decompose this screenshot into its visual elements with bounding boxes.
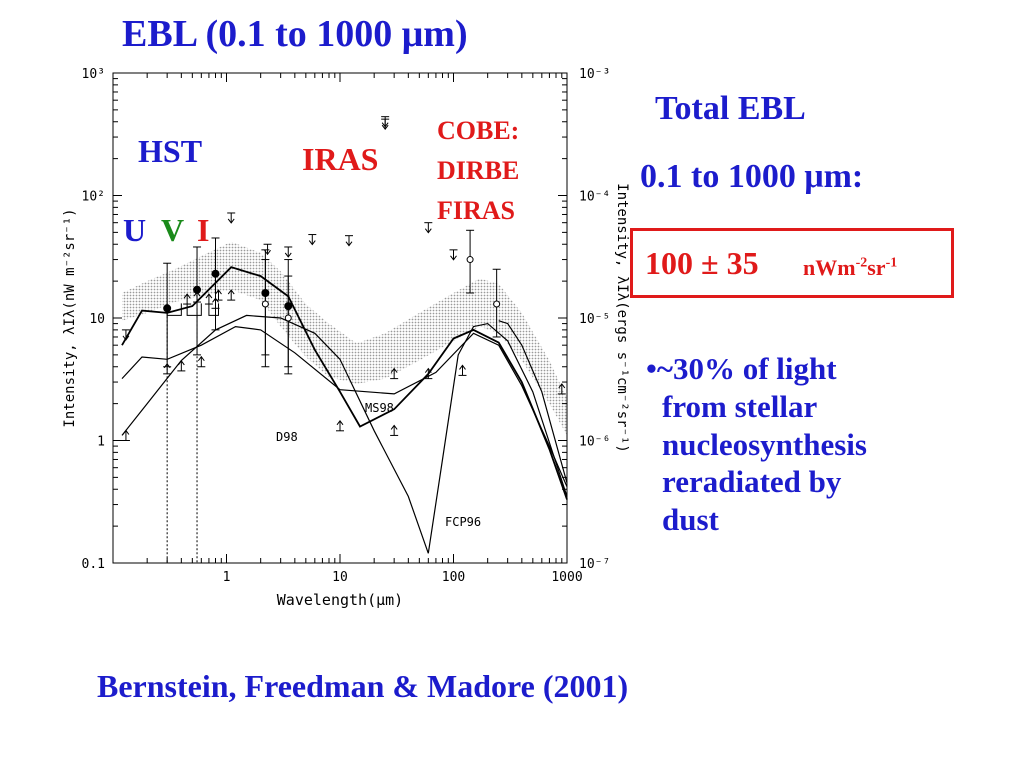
lower-limit-arrow [193,291,202,303]
i-band-label: I [197,212,209,248]
data-point [466,256,474,264]
lower-limit-arrow [424,367,433,380]
lower-limit-arrow [121,429,130,441]
citation: Bernstein, Freedman & Madore (2001) [97,668,629,704]
x-tick-label: 1000 [551,570,582,585]
uncertainty-band-area [122,241,567,436]
data-point [163,304,172,313]
upper-limit-arrow [424,222,433,234]
total-ebl-units: nWm-2sr-1 [803,255,898,280]
upper-limit-arrow [449,249,458,261]
y-tick-label-left: 1 [97,435,105,450]
model-label-fcp96: FCP96 [445,515,481,529]
upper-limit-arrow [263,243,272,256]
data-point [261,300,269,308]
slide-title: EBL (0.1 to 1000 μm) [122,13,468,55]
model-label-ms98: MS98 [365,401,394,415]
upper-limit-arrow [227,212,236,224]
total-ebl-heading: Total EBL [655,90,806,127]
upper-limit-arrow [284,246,293,258]
uncertainty-band [122,241,567,436]
bullet-line: nucleosynthesis [662,426,867,462]
hst-label: HST [138,133,202,169]
hst-bracket [186,303,202,316]
u-band-label: U [123,212,146,248]
x-tick-label: 100 [442,570,465,585]
axes: 1 10 100 1000 0.1 1 10 10² 10³ 10⁻⁷ 10⁻⁶ 10⁻⁵ 10⁻⁴ 10… [62,67,630,609]
lower-limit-arrow [390,424,399,436]
upper-limit-arrow [344,235,353,247]
lower-limit-arrow [214,289,223,301]
model-curves [121,266,568,554]
y-tick-label-right: 10⁻⁷ [579,557,610,572]
y-axis-label-right: Intensity, λIλ(ergs s⁻¹cm⁻²sr⁻¹) [614,183,630,453]
bullet-line: reradiated by [662,464,842,500]
lower-limit-arrow [336,419,344,432]
y-tick-label-left: 10² [82,190,105,205]
lower-limit-arrow [204,293,213,305]
series-line-ms98 [121,325,568,487]
y-axis-label-left: Intensity, λIλ(nW m⁻²sr⁻¹) [62,208,78,427]
lower-limit-arrow [197,355,206,368]
y-tick-label-right: 10⁻⁵ [579,312,610,327]
cobe-label-line: COBE: [437,116,519,145]
hst-bracket [208,303,219,316]
x-tick-label: 1 [223,570,231,585]
series-line-d98 [121,266,568,500]
v-band-label: V [161,212,184,248]
annotations: MS98 D98 FCP96 HST IRAS COBE: DIRBE FIRAS U V I [123,116,519,529]
bullet-line: dust [662,502,719,538]
upper-limit-arrow [308,234,317,246]
data-marks [121,116,566,563]
data-point [284,314,292,322]
x-axis-label: Wavelength(μm) [277,591,403,609]
y-tick-label-right: 10⁻³ [579,67,610,82]
upper-limit-arrow [121,329,130,341]
lower-limit-arrow [390,367,399,380]
lower-limit-arrow [458,364,467,376]
total-ebl-value: 100 ± 35 [645,245,759,281]
total-ebl-value-box: 100 ± 35 nWm-2sr-1 [630,228,954,298]
iras-label: IRAS [302,141,378,177]
upper-limit-arrow [381,116,390,128]
lower-limit-arrow [183,293,192,305]
y-tick-label-left: 0.1 [82,557,105,572]
data-point [493,300,501,308]
y-tick-label-right: 10⁻⁴ [579,190,610,205]
cobe-label-line: FIRAS [437,196,515,225]
series-line-model-3 [498,320,568,484]
model-label-d98: D98 [276,430,298,444]
lower-limit-arrow [227,289,236,301]
y-tick-label-right: 10⁻⁶ [579,435,610,450]
cobe-label-line: DIRBE [437,156,519,185]
lower-limit-arrow [163,363,172,375]
x-tick-label: 10 [332,570,348,585]
bullet-line: from stellar [662,388,818,424]
series-line-fcp96 [121,314,568,554]
data-point [211,269,220,278]
lower-limit-arrow [177,360,186,372]
bullet-note: •~30% of light from stellar nucleosynthe… [646,350,946,539]
y-tick-label-left: 10 [89,312,105,327]
ebl-chart: 1 10 100 1000 0.1 1 10 10² 10³ 10⁻⁷ 10⁻⁶ 10⁻⁵ 10⁻⁴ 10… [62,67,630,609]
bullet-line: •~30% of light [646,351,837,386]
wavelength-range: 0.1 to 1000 μm: [640,158,864,195]
y-tick-label-left: 10³ [82,67,105,82]
lower-limit-arrow [557,383,566,395]
